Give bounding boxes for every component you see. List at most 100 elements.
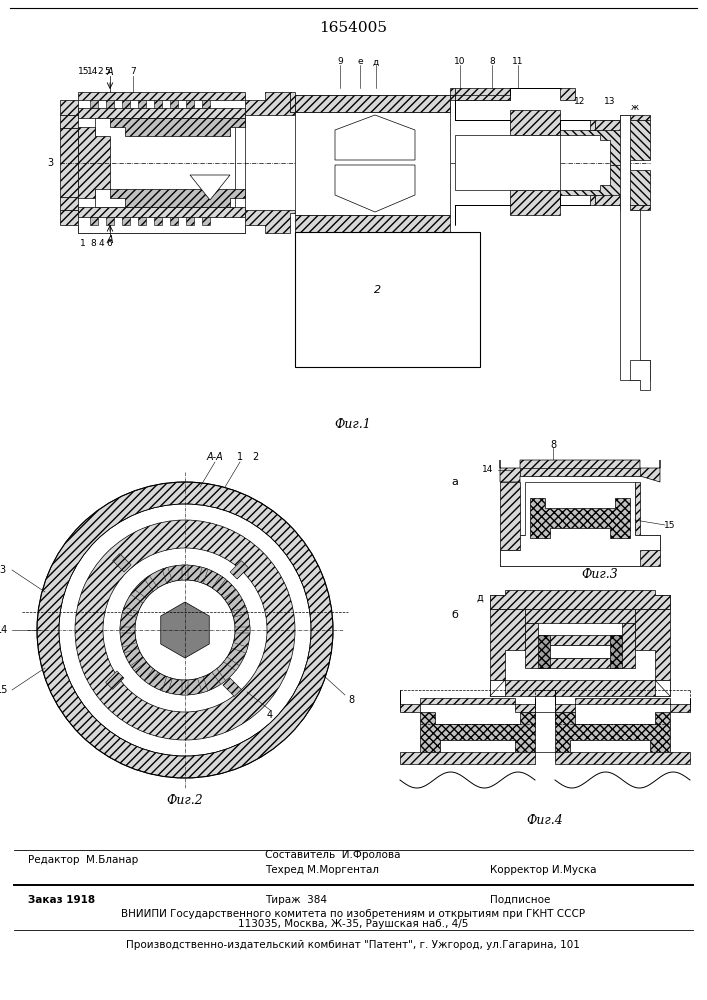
Polygon shape bbox=[560, 120, 650, 165]
Bar bbox=[202, 100, 210, 108]
Polygon shape bbox=[131, 589, 146, 603]
Polygon shape bbox=[335, 115, 415, 160]
Bar bbox=[525, 609, 635, 623]
Polygon shape bbox=[162, 677, 173, 693]
Text: д: д bbox=[373, 57, 379, 66]
Text: Подписное: Подписное bbox=[490, 895, 550, 905]
Text: Фиг.1: Фиг.1 bbox=[334, 418, 371, 432]
Text: 12: 12 bbox=[574, 98, 585, 106]
Text: Заказ 1918: Заказ 1918 bbox=[28, 895, 95, 905]
Bar bbox=[230, 561, 248, 579]
Polygon shape bbox=[400, 690, 535, 712]
Polygon shape bbox=[131, 657, 146, 671]
Polygon shape bbox=[455, 100, 595, 135]
Text: Фиг.4: Фиг.4 bbox=[527, 814, 563, 826]
Bar bbox=[295, 232, 480, 367]
Bar bbox=[202, 217, 210, 225]
Text: 4: 4 bbox=[267, 710, 273, 720]
Bar bbox=[490, 680, 670, 696]
Polygon shape bbox=[122, 607, 139, 617]
Bar bbox=[105, 671, 124, 689]
Text: A: A bbox=[107, 235, 113, 245]
Bar bbox=[170, 100, 178, 108]
Polygon shape bbox=[500, 482, 660, 566]
Text: 14: 14 bbox=[482, 466, 493, 475]
Text: 2: 2 bbox=[375, 285, 382, 295]
Polygon shape bbox=[490, 680, 505, 696]
Polygon shape bbox=[290, 88, 510, 112]
Bar bbox=[90, 217, 98, 225]
Text: 8: 8 bbox=[348, 695, 354, 705]
Polygon shape bbox=[350, 240, 400, 280]
Text: 2: 2 bbox=[97, 68, 103, 77]
Bar bbox=[112, 554, 131, 572]
Polygon shape bbox=[60, 197, 130, 210]
Text: 14: 14 bbox=[87, 68, 99, 77]
Polygon shape bbox=[555, 690, 690, 712]
Bar bbox=[455, 135, 560, 190]
Text: 15: 15 bbox=[665, 520, 676, 530]
Bar bbox=[186, 217, 194, 225]
Polygon shape bbox=[295, 112, 450, 215]
Text: Производственно-издательский комбинат "Патент", г. Ужгород, ул.Гагарина, 101: Производственно-издательский комбинат "П… bbox=[126, 940, 580, 950]
Polygon shape bbox=[595, 115, 650, 130]
Polygon shape bbox=[60, 92, 295, 115]
Polygon shape bbox=[144, 576, 158, 591]
Polygon shape bbox=[295, 95, 450, 112]
Polygon shape bbox=[212, 669, 226, 684]
Polygon shape bbox=[122, 643, 139, 653]
Text: Составитель  И.Фролова: Составитель И.Фролова bbox=[265, 850, 400, 860]
Text: 7: 7 bbox=[130, 68, 136, 77]
Bar bbox=[154, 217, 162, 225]
Bar bbox=[555, 752, 690, 764]
Text: Фиг.2: Фиг.2 bbox=[167, 794, 204, 806]
Text: 4: 4 bbox=[98, 238, 104, 247]
Polygon shape bbox=[490, 590, 670, 609]
Bar bbox=[90, 100, 98, 108]
Polygon shape bbox=[223, 589, 240, 603]
Polygon shape bbox=[655, 680, 670, 696]
Polygon shape bbox=[110, 118, 245, 136]
Polygon shape bbox=[197, 677, 208, 693]
Wedge shape bbox=[37, 482, 333, 778]
Text: 3: 3 bbox=[0, 565, 5, 575]
Polygon shape bbox=[190, 175, 230, 200]
Bar bbox=[78, 207, 245, 217]
Wedge shape bbox=[120, 565, 250, 695]
Polygon shape bbox=[635, 482, 660, 550]
Polygon shape bbox=[538, 635, 622, 668]
Text: 14: 14 bbox=[0, 625, 8, 635]
Bar bbox=[138, 100, 146, 108]
Bar bbox=[122, 100, 130, 108]
Circle shape bbox=[135, 580, 235, 680]
Polygon shape bbox=[232, 643, 247, 653]
Bar bbox=[490, 595, 670, 609]
Polygon shape bbox=[560, 165, 650, 205]
Text: Техред М.Моргентал: Техред М.Моргентал bbox=[265, 865, 379, 875]
Text: 8: 8 bbox=[550, 440, 556, 450]
Polygon shape bbox=[197, 567, 208, 583]
Text: Редактор  М.Бланар: Редактор М.Бланар bbox=[28, 855, 139, 865]
Text: 1: 1 bbox=[237, 452, 243, 462]
Wedge shape bbox=[75, 520, 295, 740]
Text: A: A bbox=[107, 67, 113, 77]
Bar bbox=[520, 468, 640, 476]
Polygon shape bbox=[78, 127, 110, 198]
Polygon shape bbox=[232, 607, 247, 617]
Polygon shape bbox=[78, 100, 245, 233]
Polygon shape bbox=[420, 712, 535, 752]
Polygon shape bbox=[500, 460, 660, 482]
Polygon shape bbox=[223, 657, 240, 671]
Bar bbox=[186, 100, 194, 108]
Bar bbox=[95, 118, 235, 207]
Text: 10: 10 bbox=[455, 57, 466, 66]
Text: 8: 8 bbox=[90, 238, 96, 247]
Polygon shape bbox=[455, 190, 595, 225]
Text: 15: 15 bbox=[78, 68, 90, 77]
Bar bbox=[122, 217, 130, 225]
Polygon shape bbox=[160, 602, 209, 658]
Polygon shape bbox=[635, 609, 670, 680]
Text: Фиг.3: Фиг.3 bbox=[582, 568, 619, 582]
Text: 3: 3 bbox=[47, 158, 53, 168]
Text: ж: ж bbox=[631, 104, 639, 112]
